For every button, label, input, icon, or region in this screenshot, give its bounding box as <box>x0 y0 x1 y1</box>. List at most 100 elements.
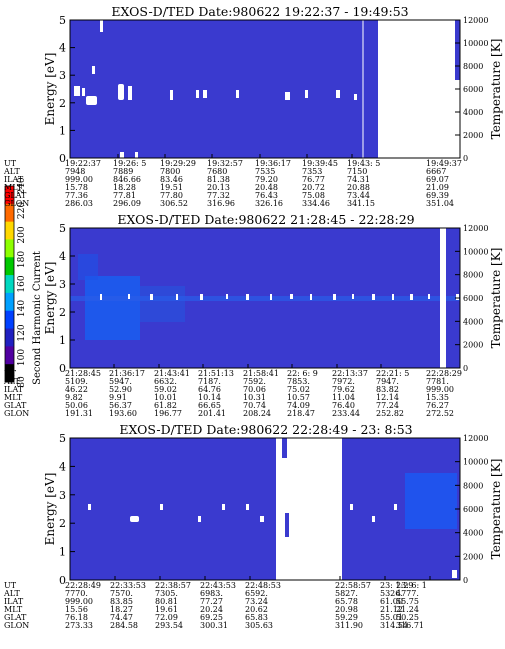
table-cell: 7948 <box>65 167 85 176</box>
panel-1-axes: 0 1 2 3 4 5 0 2000 4000 6000 8000 10000 12000 <box>59 14 488 165</box>
panel-1-gaps <box>74 20 357 158</box>
temperature-tick-label: 0 <box>463 576 468 585</box>
table-cell: 334.46 <box>302 199 330 208</box>
colorbar: 240 220 200 180 160 140 120 100 80 Second Harmon… <box>4 177 43 388</box>
table-cell: 22:21: 5 <box>376 369 409 378</box>
table-cell: 351.04 <box>426 199 454 208</box>
table-cell: 75.02 <box>287 385 310 394</box>
energy-tick-label: 0 <box>59 152 66 165</box>
table-cell: 76.18 <box>65 613 88 622</box>
table-cell: 10.31 <box>243 393 266 402</box>
temperature-tick-label: 8000 <box>463 271 483 280</box>
table-cell: 23: 1:29 <box>380 581 413 590</box>
table-cell: 208.24 <box>243 409 271 418</box>
table-cell: 72.09 <box>155 613 178 622</box>
table-cell: 65.78 <box>335 597 358 606</box>
table-cell: 46.22 <box>65 385 88 394</box>
energy-tick-label: 5 <box>59 14 66 27</box>
temperature-tick-label: 12000 <box>463 434 488 443</box>
energy-tick-label: 4 <box>59 460 66 473</box>
table-cell: 50.25 <box>396 613 419 622</box>
table-cell: 15.78 <box>65 183 88 192</box>
table-cell: 316.96 <box>207 199 235 208</box>
panel-2-y2label: Temperature [K] <box>489 248 503 349</box>
table-cell: 15.56 <box>65 605 88 614</box>
table-cell: 10.57 <box>287 393 310 402</box>
table-row-label: UT <box>4 369 17 378</box>
table-cell: 5109. <box>65 377 88 386</box>
panel-2-title: EXOS-D/TED Date:980622 21:28:45 - 22:28:… <box>117 212 414 227</box>
energy-tick-label: 4 <box>59 42 66 55</box>
table-cell: 74.31 <box>347 175 370 184</box>
table-row-label: ALT <box>3 167 20 176</box>
panel-1-title: EXOS-D/TED Date:980622 19:22:37 - 19:49:… <box>111 4 408 19</box>
energy-tick-label: 1 <box>59 334 66 347</box>
table-row-label: GLAT <box>4 613 27 622</box>
table-cell: 55.01 <box>380 613 403 622</box>
table-cell: 52.90 <box>109 385 132 394</box>
table-cell: 284.58 <box>110 621 138 630</box>
table-cell: 273.33 <box>65 621 93 630</box>
colorbar-cell <box>5 203 14 223</box>
panel-3: EXOS-D/TED Date:980622 22:28:49 - 23: 8:… <box>3 422 503 630</box>
table-cell: 70.06 <box>243 385 266 394</box>
table-cell: 191.31 <box>65 409 93 418</box>
colorbar-cell <box>5 186 14 205</box>
table-row-label: GLON <box>4 199 29 208</box>
energy-tick-label: 2 <box>59 97 66 110</box>
temperature-tick-label: 2000 <box>463 131 483 140</box>
table-cell: 10.14 <box>198 393 221 402</box>
colorbar-tick-label: 220 <box>17 202 27 219</box>
table-cell: 76.77 <box>302 175 325 184</box>
table-cell: 326.16 <box>255 199 283 208</box>
table-row-label: UT <box>4 581 17 590</box>
table-cell: 21:28:45 <box>65 369 101 378</box>
table-cell: 64.76 <box>198 385 221 394</box>
table-cell: 19:22:37 <box>65 159 101 168</box>
colorbar-tick-label: 240 <box>17 177 27 194</box>
temperature-tick-label: 6000 <box>463 505 483 514</box>
table-cell: 6983. <box>200 589 223 598</box>
table-cell: 7305. <box>155 589 178 598</box>
table-cell: 296.09 <box>113 199 141 208</box>
table-cell: 69.25 <box>200 613 223 622</box>
table-cell: 55.75 <box>396 597 419 606</box>
colorbar-cell <box>5 221 14 240</box>
table-cell: 21:51:13 <box>198 369 234 378</box>
colorbar-cell <box>5 239 14 258</box>
table-row-label: GLON <box>4 621 29 630</box>
table-cell: 76.40 <box>332 401 355 410</box>
table-cell: 4777. <box>396 589 419 598</box>
energy-tick-label: 3 <box>59 489 66 502</box>
table-cell: 18.27 <box>110 605 133 614</box>
temperature-tick-label: 10000 <box>463 39 488 48</box>
table-cell: 21:58:41 <box>243 369 279 378</box>
table-cell: 7187. <box>198 377 221 386</box>
table-cell: 306.52 <box>160 199 188 208</box>
table-cell: 74.47 <box>110 613 133 622</box>
temperature-tick-label: 0 <box>463 154 468 163</box>
table-cell: 20.24 <box>200 605 223 614</box>
table-cell: 75.08 <box>302 191 325 200</box>
table-cell: 316.71 <box>396 621 424 630</box>
table-cell: 15.35 <box>426 393 449 402</box>
table-cell: 846.66 <box>113 175 141 184</box>
colorbar-cell <box>5 257 14 276</box>
table-cell: 77.24 <box>376 401 399 410</box>
energy-tick-label: 1 <box>59 124 66 137</box>
table-row-label: UT <box>4 159 17 168</box>
table-cell: 201.41 <box>198 409 226 418</box>
table-cell: 21:43:41 <box>154 369 190 378</box>
panel-3-gaps <box>88 504 457 578</box>
colorbar-cell <box>5 275 14 294</box>
table-cell: 286.03 <box>65 199 93 208</box>
energy-tick-label: 4 <box>59 250 66 263</box>
table-cell: 7770. <box>65 589 88 598</box>
temperature-tick-label: 12000 <box>463 16 488 25</box>
table-cell: 6667 <box>426 167 446 176</box>
table-cell: 7972. <box>332 377 355 386</box>
colorbar-tick-label: 140 <box>17 300 27 317</box>
table-cell: 314.54 <box>380 621 408 630</box>
panel-3-spectrogram <box>70 438 460 580</box>
